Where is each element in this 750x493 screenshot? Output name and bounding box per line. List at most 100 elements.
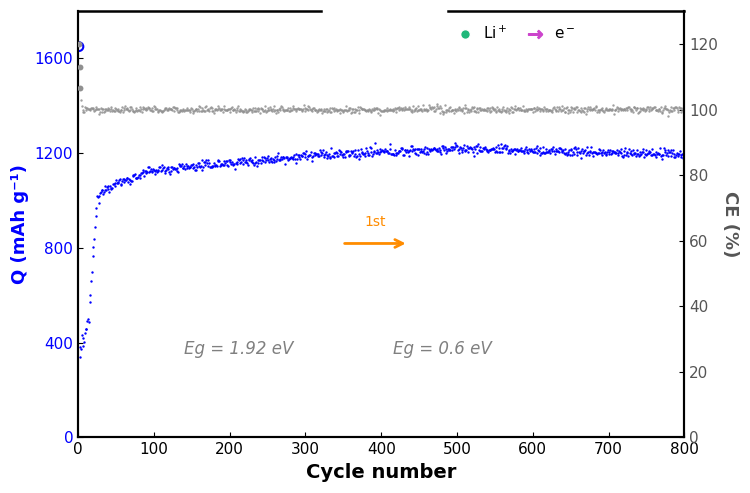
Point bbox=[524, 106, 536, 113]
Point bbox=[293, 151, 305, 159]
Point bbox=[310, 107, 322, 115]
Point bbox=[293, 105, 305, 112]
Y-axis label: CE (%): CE (%) bbox=[721, 191, 739, 257]
Point bbox=[650, 106, 662, 113]
Point bbox=[284, 104, 296, 112]
Point bbox=[302, 103, 314, 110]
Point bbox=[350, 146, 361, 154]
Point bbox=[149, 105, 161, 113]
Point bbox=[382, 106, 394, 113]
Point bbox=[326, 152, 338, 160]
Point bbox=[148, 103, 160, 110]
Point bbox=[606, 147, 618, 155]
Point bbox=[555, 106, 567, 114]
Point bbox=[429, 145, 441, 153]
Point bbox=[634, 105, 646, 112]
Point bbox=[664, 146, 676, 154]
Point bbox=[88, 223, 101, 231]
Point bbox=[518, 149, 530, 157]
Point bbox=[532, 147, 544, 155]
Point bbox=[461, 105, 473, 113]
Point bbox=[278, 154, 290, 162]
Point bbox=[437, 144, 449, 152]
Point bbox=[165, 164, 177, 172]
Point bbox=[608, 148, 620, 156]
Point bbox=[547, 145, 559, 153]
Point bbox=[422, 144, 434, 152]
Point bbox=[388, 146, 400, 154]
Point bbox=[134, 103, 146, 111]
Point bbox=[209, 162, 221, 170]
Point bbox=[356, 148, 368, 156]
Point bbox=[249, 107, 261, 115]
Point bbox=[523, 105, 535, 113]
Point bbox=[494, 105, 506, 113]
Point bbox=[112, 178, 124, 186]
Point bbox=[614, 105, 626, 113]
Point bbox=[566, 151, 578, 159]
Point bbox=[429, 107, 441, 115]
Point bbox=[470, 108, 482, 116]
Point bbox=[411, 107, 423, 115]
Point bbox=[152, 106, 164, 114]
Point bbox=[336, 151, 348, 159]
Point bbox=[232, 155, 244, 163]
Point bbox=[182, 106, 194, 113]
Point bbox=[470, 142, 482, 150]
Point bbox=[75, 345, 87, 353]
Point bbox=[598, 106, 610, 114]
Point bbox=[263, 106, 275, 114]
Point bbox=[604, 105, 616, 112]
Point bbox=[200, 156, 212, 164]
Point bbox=[132, 106, 144, 114]
Point bbox=[659, 102, 671, 110]
Point bbox=[239, 158, 251, 166]
Point bbox=[669, 153, 681, 161]
Point bbox=[84, 105, 96, 113]
Point bbox=[538, 104, 550, 111]
Point bbox=[86, 268, 98, 276]
Point bbox=[241, 159, 253, 167]
Point bbox=[332, 152, 344, 160]
Point bbox=[310, 150, 322, 158]
Point bbox=[179, 106, 191, 114]
Point bbox=[177, 106, 189, 114]
Point bbox=[278, 106, 290, 114]
Point bbox=[240, 156, 252, 164]
Point bbox=[416, 106, 428, 114]
Point bbox=[675, 153, 687, 161]
Point bbox=[530, 144, 542, 152]
Point bbox=[331, 149, 343, 157]
Point bbox=[304, 106, 316, 113]
Point bbox=[206, 107, 218, 115]
Point bbox=[101, 182, 113, 190]
Point bbox=[179, 165, 191, 173]
Point bbox=[302, 106, 313, 114]
Point bbox=[110, 179, 122, 187]
Point bbox=[265, 106, 277, 114]
Point bbox=[388, 105, 400, 112]
Point bbox=[361, 106, 373, 114]
Point bbox=[471, 105, 483, 112]
Point bbox=[221, 106, 233, 114]
Point bbox=[133, 106, 145, 114]
Point bbox=[169, 103, 181, 111]
Point bbox=[669, 103, 681, 110]
Point bbox=[513, 106, 525, 113]
Point bbox=[370, 105, 382, 112]
Point bbox=[375, 147, 387, 155]
Point bbox=[379, 106, 391, 114]
Point bbox=[462, 148, 474, 156]
Point bbox=[623, 104, 635, 111]
Point bbox=[425, 105, 437, 112]
Point bbox=[160, 164, 172, 172]
Point bbox=[544, 106, 556, 114]
Point bbox=[206, 163, 218, 171]
Point bbox=[622, 104, 634, 112]
Point bbox=[227, 161, 239, 169]
Point bbox=[310, 106, 322, 114]
Point bbox=[530, 149, 542, 157]
Point bbox=[445, 107, 457, 115]
Point bbox=[250, 105, 262, 112]
Point bbox=[214, 162, 226, 170]
